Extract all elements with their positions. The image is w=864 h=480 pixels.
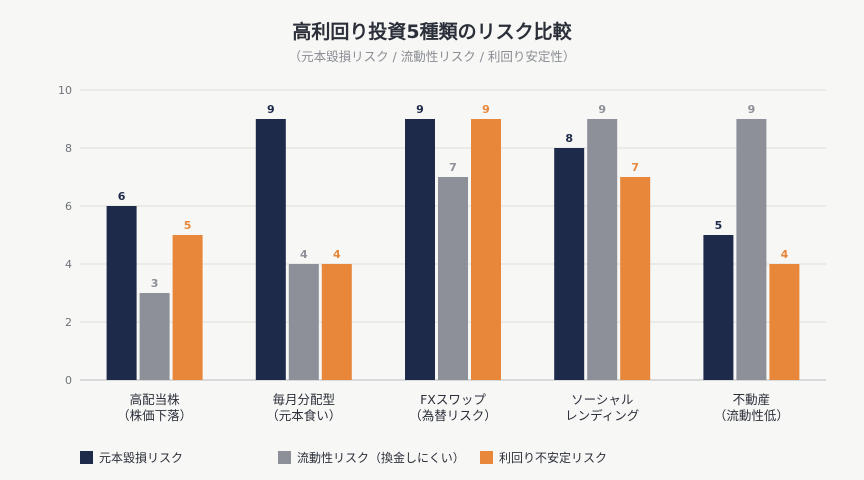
data-label: 5 — [715, 219, 723, 232]
data-label: 9 — [598, 103, 606, 116]
bar — [321, 264, 352, 380]
data-label: 4 — [300, 248, 308, 261]
bar — [769, 264, 800, 380]
y-tick-label: 0 — [65, 374, 72, 387]
bar — [703, 235, 734, 380]
data-label: 9 — [416, 103, 424, 116]
data-label: 9 — [748, 103, 756, 116]
data-label: 5 — [184, 219, 192, 232]
data-labels: 6 3 5 9 4 4 9 7 9 8 9 7 5 9 4 — [118, 103, 789, 290]
bar — [139, 293, 170, 380]
x-category-label: （株価下落） — [117, 408, 192, 423]
data-label: 9 — [482, 103, 490, 116]
bar — [405, 119, 435, 380]
data-label: 7 — [449, 161, 457, 174]
chart-subtitle: （元本毀損リスク / 流動性リスク / 利回り安定性） — [289, 49, 576, 64]
bar — [736, 119, 767, 380]
x-category-label: （為替リスク） — [409, 408, 497, 423]
legend-swatch — [278, 451, 291, 464]
y-tick-label: 4 — [65, 258, 72, 271]
y-tick-label: 6 — [65, 200, 72, 213]
x-category-label: 高配当株 — [130, 392, 181, 407]
data-label: 6 — [118, 190, 126, 203]
x-category-label: 不動産 — [733, 392, 771, 407]
x-category-label: 毎月分配型 — [273, 392, 336, 407]
data-label: 7 — [631, 161, 639, 174]
x-category-label: （流動性低） — [714, 408, 789, 423]
legend: 元本毀損リスク 流動性リスク（換金しにくい） 利回り不安定リスク — [80, 450, 607, 465]
bar — [620, 177, 651, 380]
x-category-label: （元本食い） — [266, 408, 341, 423]
x-category-label: ソーシャル — [571, 392, 633, 407]
y-tick-label: 8 — [65, 142, 72, 155]
x-axis: 高配当株（株価下落） 毎月分配型（元本食い） FXスワップ（為替リスク） ソーシャルレ… — [117, 392, 789, 423]
data-label: 4 — [781, 248, 789, 261]
bar — [471, 119, 501, 380]
legend-swatch — [80, 451, 93, 464]
y-tick-label: 10 — [58, 84, 72, 97]
bar — [288, 264, 319, 380]
bar — [106, 206, 137, 380]
data-label: 9 — [267, 103, 275, 116]
x-category-label: レンディング — [565, 408, 639, 423]
legend-label: 利回り不安定リスク — [499, 450, 607, 465]
data-label: 4 — [333, 248, 341, 261]
legend-label: 元本毀損リスク — [99, 450, 183, 465]
legend-label: 流動性リスク（換金しにくい） — [297, 450, 465, 465]
bar — [438, 177, 468, 380]
x-category-label: FXスワップ — [420, 392, 486, 407]
bar — [255, 119, 286, 380]
y-tick-label: 2 — [65, 316, 72, 329]
bars — [106, 119, 800, 380]
data-label: 3 — [151, 277, 159, 290]
bar — [554, 148, 585, 380]
bar — [172, 235, 203, 380]
data-label: 8 — [565, 132, 573, 145]
legend-swatch — [480, 451, 493, 464]
bar — [587, 119, 618, 380]
chart-title: 高利回り投資5種類のリスク比較 — [292, 20, 572, 43]
